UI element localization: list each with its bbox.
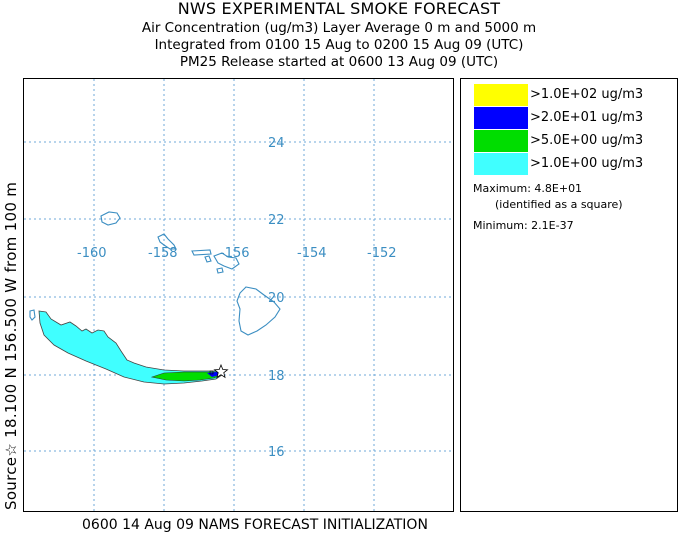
lon-tick-label: -158 bbox=[148, 246, 178, 261]
legend-label: >5.0E+00 ug/m3 bbox=[530, 133, 644, 148]
release-start-subtitle: PM25 Release started at 0600 13 Aug 09 (… bbox=[179, 54, 499, 70]
lat-tick-label: 18 bbox=[268, 369, 285, 384]
legend-panel: >1.0E+02 ug/m3 >2.0E+01 ug/m3 >5.0E+00 u… bbox=[460, 78, 678, 512]
island-niihau bbox=[29, 309, 36, 321]
lon-tick-label: -152 bbox=[367, 246, 397, 261]
integration-period-subtitle: Integrated from 0100 15 Aug to 0200 15 A… bbox=[154, 37, 524, 53]
forecast-initialization-footer: 0600 14 Aug 09 NAMS FORECAST INITIALIZAT… bbox=[82, 517, 428, 533]
islands bbox=[29, 211, 281, 336]
minimum-value: Minimum: 2.1E-37 bbox=[473, 219, 574, 232]
lat-tick-label: 20 bbox=[268, 291, 285, 306]
island-molokai bbox=[191, 249, 212, 256]
source-location-label: Source☆ 18.100 N 156.500 W from 100 m bbox=[0, 78, 24, 512]
lat-tick-label: 24 bbox=[268, 136, 285, 151]
island-kauai bbox=[100, 211, 121, 226]
legend-item: >2.0E+01 ug/m3 bbox=[474, 107, 674, 129]
legend-label: >1.0E+02 ug/m3 bbox=[530, 87, 644, 102]
island-kahoolawe bbox=[216, 267, 224, 274]
maximum-value: Maximum: 4.8E+01 bbox=[473, 182, 583, 195]
source-star-icon bbox=[213, 363, 229, 379]
legend-swatch bbox=[474, 130, 528, 152]
legend-swatch bbox=[474, 107, 528, 129]
lat-tick-label: 22 bbox=[268, 213, 285, 228]
smoke-map: -160 -158 -156 -154 -152 24 22 20 18 16 bbox=[24, 79, 453, 511]
lon-tick-label: -156 bbox=[220, 246, 250, 261]
maximum-square-marker bbox=[209, 370, 214, 375]
graticule bbox=[24, 79, 453, 511]
concentration-subtitle: Air Concentration (ug/m3) Layer Average … bbox=[141, 20, 537, 36]
lon-tick-label: -154 bbox=[297, 246, 327, 261]
island-maui bbox=[213, 252, 240, 270]
island-lanai bbox=[204, 255, 212, 263]
legend-swatch bbox=[474, 153, 528, 175]
maximum-note: (identified as a square) bbox=[495, 198, 623, 211]
legend-swatch bbox=[474, 84, 528, 106]
lat-tick-label: 16 bbox=[268, 445, 285, 460]
legend-label: >2.0E+01 ug/m3 bbox=[530, 110, 644, 125]
legend-label: >1.0E+00 ug/m3 bbox=[530, 156, 644, 171]
legend-item: >1.0E+02 ug/m3 bbox=[474, 84, 674, 106]
legend-item: >5.0E+00 ug/m3 bbox=[474, 130, 674, 152]
lon-tick-label: -160 bbox=[77, 246, 107, 261]
page-title: NWS EXPERIMENTAL SMOKE FORECAST bbox=[177, 0, 501, 18]
island-oahu bbox=[157, 233, 177, 250]
map-panel: -160 -158 -156 -154 -152 24 22 20 18 16 bbox=[23, 78, 454, 512]
legend-item: >1.0E+00 ug/m3 bbox=[474, 153, 674, 175]
source-location-text: Source☆ 18.100 N 156.500 W from 100 m bbox=[2, 181, 20, 510]
island-hawaii bbox=[236, 286, 281, 336]
